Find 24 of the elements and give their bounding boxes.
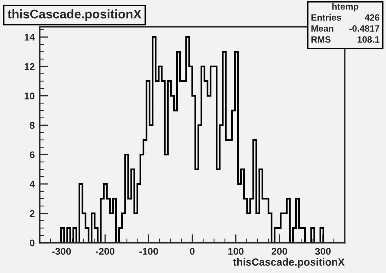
x-tick-label: 0: [190, 248, 195, 255]
y-tick-label: 10: [24, 92, 35, 100]
text: 426: [364, 14, 380, 21]
x-tick-label: 200: [272, 248, 288, 255]
annotation: Mean: [312, 26, 334, 32]
x-tick-label: -200: [96, 248, 115, 255]
x-tick-label: -100: [140, 248, 158, 255]
text: -0.4817: [350, 26, 380, 32]
text: Entries: [312, 14, 342, 21]
x-tick-label: -300: [52, 248, 72, 256]
chart-title: thisCascade.positionX: [8, 10, 142, 22]
y-tick-label: 12: [24, 63, 35, 70]
x-tick-label: 100: [228, 248, 244, 255]
y-tick-label: 0: [30, 240, 35, 247]
x-tick-label: 300: [315, 248, 331, 256]
text: 108.1: [358, 36, 380, 43]
y-tick-label: 2: [30, 210, 35, 218]
text: htemp: [332, 3, 359, 12]
x-axis-title: thisCascade.positionX: [233, 258, 345, 268]
y-tick-label: 8: [30, 122, 35, 130]
annotation: RMS: [312, 36, 331, 43]
y-tick-label: 6: [30, 152, 35, 158]
y-tick-label: 4: [30, 181, 36, 188]
y-tick-label: 14: [24, 34, 36, 41]
